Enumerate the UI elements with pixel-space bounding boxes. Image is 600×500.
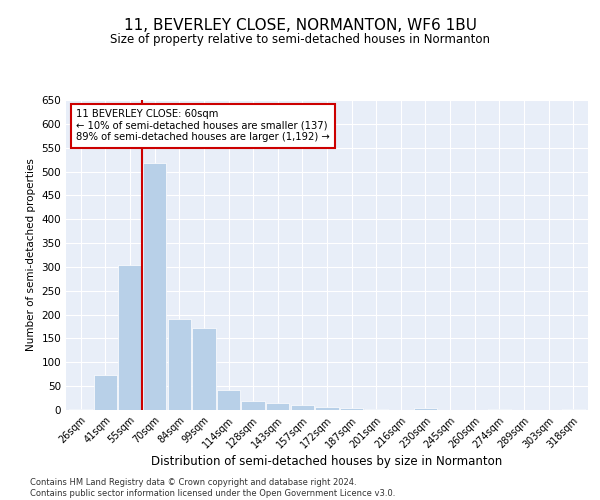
- Bar: [167, 320, 191, 410]
- Text: Contains HM Land Registry data © Crown copyright and database right 2024.
Contai: Contains HM Land Registry data © Crown c…: [30, 478, 395, 498]
- Bar: [365, 409, 388, 410]
- Bar: [562, 409, 585, 410]
- Bar: [488, 409, 511, 410]
- Bar: [290, 405, 314, 410]
- Y-axis label: Number of semi-detached properties: Number of semi-detached properties: [26, 158, 36, 352]
- X-axis label: Distribution of semi-detached houses by size in Normanton: Distribution of semi-detached houses by …: [151, 456, 503, 468]
- Bar: [340, 408, 364, 410]
- Bar: [217, 390, 240, 410]
- Bar: [143, 164, 166, 410]
- Bar: [192, 328, 215, 410]
- Bar: [118, 264, 142, 410]
- Text: Size of property relative to semi-detached houses in Normanton: Size of property relative to semi-detach…: [110, 32, 490, 46]
- Bar: [266, 403, 289, 410]
- Bar: [414, 408, 437, 410]
- Text: 11 BEVERLEY CLOSE: 60sqm
← 10% of semi-detached houses are smaller (137)
89% of : 11 BEVERLEY CLOSE: 60sqm ← 10% of semi-d…: [76, 110, 330, 142]
- Bar: [69, 408, 92, 410]
- Bar: [94, 375, 117, 410]
- Bar: [316, 406, 338, 410]
- Text: 11, BEVERLEY CLOSE, NORMANTON, WF6 1BU: 11, BEVERLEY CLOSE, NORMANTON, WF6 1BU: [124, 18, 476, 32]
- Bar: [241, 402, 265, 410]
